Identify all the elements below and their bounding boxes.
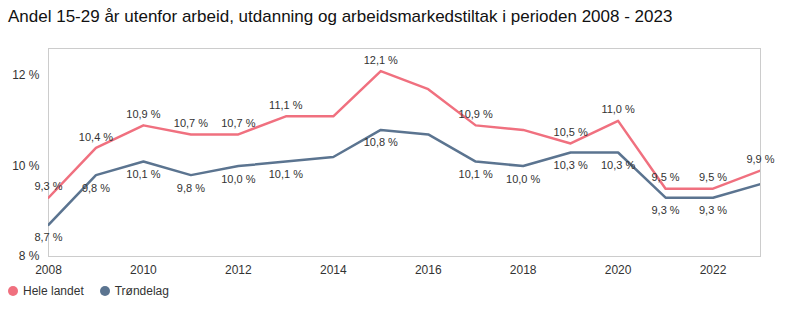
svg-text:9,8 %: 9,8 % [177,182,205,194]
svg-text:2016: 2016 [415,263,442,277]
svg-text:2014: 2014 [320,263,347,277]
svg-text:10,3 %: 10,3 % [601,159,635,171]
svg-text:8,7 %: 8,7 % [34,231,62,243]
svg-text:8 %: 8 % [19,249,40,263]
svg-text:9,3 %: 9,3 % [34,180,62,192]
svg-text:10,0 %: 10,0 % [221,173,255,185]
svg-text:9,3 %: 9,3 % [651,204,679,216]
svg-text:10,9 %: 10,9 % [459,108,493,120]
svg-text:9,5 %: 9,5 % [651,171,679,183]
svg-text:12 %: 12 % [12,68,40,82]
svg-text:10,1 %: 10,1 % [269,168,303,180]
svg-text:11,1 %: 11,1 % [269,99,303,111]
svg-text:10,7 %: 10,7 % [174,117,208,129]
svg-text:11,0 %: 11,0 % [601,103,635,115]
svg-text:10,3 %: 10,3 % [554,159,588,171]
html-text:Andel 15-29 år utenfor arbeid,: Andel 15-29 år utenfor arbeid, utdanning… [8,7,673,26]
svg-text:10,1 %: 10,1 % [126,168,160,180]
svg-text:10 %: 10 % [12,159,40,173]
svg-text:9,9 %: 9,9 % [746,153,774,165]
svg-text:9,5 %: 9,5 % [699,171,727,183]
svg-text:9,3 %: 9,3 % [699,204,727,216]
svg-text:2018: 2018 [510,263,537,277]
svg-text:2010: 2010 [130,263,157,277]
svg-text:12,1 %: 12,1 % [364,54,398,66]
svg-text:10,8 %: 10,8 % [364,136,398,148]
svg-text:10,4 %: 10,4 % [79,130,113,142]
svg-text:10,0 %: 10,0 % [506,173,540,185]
svg-text:10,1 %: 10,1 % [459,168,493,180]
html-text:Trøndelag: Trøndelag [114,284,169,298]
svg-text:10,5 %: 10,5 % [554,126,588,138]
svg-text:2008: 2008 [35,263,62,277]
svg-text:10,9 %: 10,9 % [126,108,160,120]
svg-text:9,8 %: 9,8 % [82,182,110,194]
svg-text:10,7 %: 10,7 % [221,117,255,129]
svg-text:2012: 2012 [225,263,252,277]
html-text:Hele landet: Hele landet [23,284,84,298]
svg-text:2020: 2020 [605,263,632,277]
svg-text:2022: 2022 [700,263,727,277]
